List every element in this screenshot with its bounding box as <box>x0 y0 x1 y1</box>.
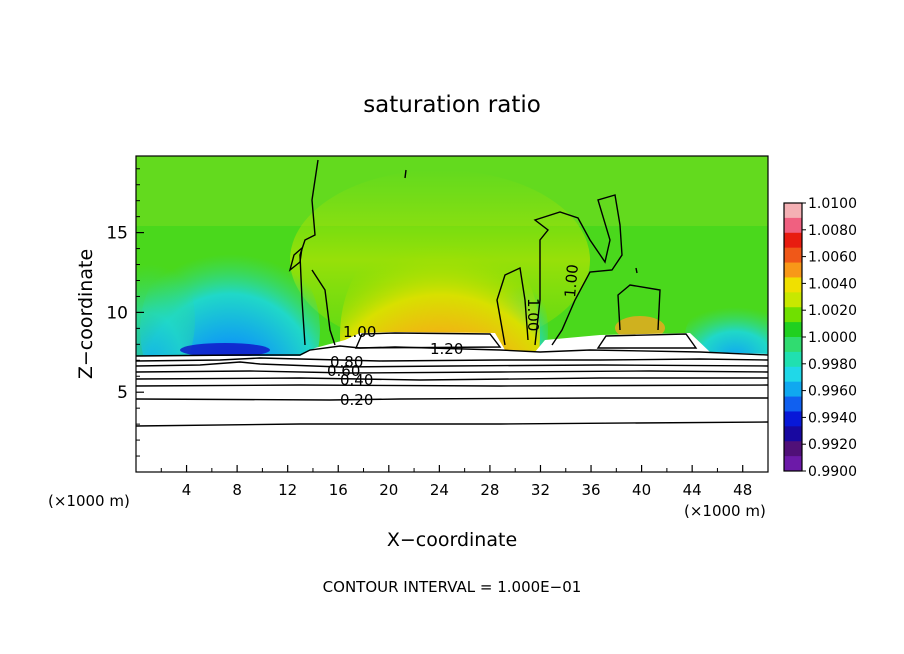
colorbar-label: 0.9920 <box>808 437 857 453</box>
colorbar-swatch <box>784 307 802 323</box>
colorbar-swatch <box>784 456 802 472</box>
x-tick-label: 24 <box>430 481 449 499</box>
colorbar-label: 1.0060 <box>808 250 857 266</box>
contour-label: 1.00 <box>343 323 376 341</box>
x-unit-left: (×1000 m) <box>48 492 130 510</box>
contour-label: 0.20 <box>340 391 373 409</box>
colorbar-swatch <box>784 381 802 398</box>
colorbar-label: 0.9900 <box>808 464 857 480</box>
colorbar-swatch <box>784 396 802 412</box>
colorbar-swatch <box>784 262 802 278</box>
colorbar-label: 1.0100 <box>808 196 857 212</box>
x-tick-label: 12 <box>278 481 297 499</box>
contour-label: 1.00 <box>561 264 582 299</box>
x-tick-label: 8 <box>232 481 242 499</box>
colorbar-swatch <box>784 351 802 368</box>
x-unit-right: (×1000 m) <box>684 502 766 520</box>
contour-labels: 1.00 1.20 1.00 1.00 0.80 0.60 0.40 0.20 <box>327 264 582 409</box>
x-axis: 4 8 12 16 20 24 28 32 36 40 44 48 <box>160 465 752 499</box>
colorbar-swatch <box>784 411 802 427</box>
deep-blue-streak <box>180 343 270 357</box>
colorbar-swatch <box>784 232 802 249</box>
contour-label: 0.40 <box>340 371 373 389</box>
colorbar-swatch <box>784 247 802 264</box>
colorbar-swatch <box>784 292 802 308</box>
x-axis-label: X−coordinate <box>387 529 517 551</box>
colorbar-label: 1.0020 <box>808 303 857 319</box>
y-axis-label: Z−coordinate <box>75 249 97 379</box>
contour-interval-note: CONTOUR INTERVAL = 1.000E−01 <box>323 578 582 596</box>
colorbar-swatch <box>784 203 802 219</box>
colorbar-label: 0.9960 <box>808 384 857 400</box>
colorbar-swatch <box>784 337 802 353</box>
colorbar-label: 1.0040 <box>808 276 857 292</box>
chart-title: saturation ratio <box>363 92 541 118</box>
plot-area: 1.00 1.20 1.00 1.00 0.80 0.60 0.40 0.20 <box>136 156 768 472</box>
plot-frame <box>135 155 769 473</box>
colorbar: 1.0100 1.0080 1.0060 1.0040 1.0020 1.0000 0.99… <box>783 196 857 480</box>
y-axis: 5 10 15 <box>106 168 144 457</box>
colorbar-label: 0.9940 <box>808 410 857 426</box>
x-tick-label: 28 <box>480 481 499 499</box>
colorbar-label: 1.0080 <box>808 223 857 239</box>
colorbar-swatch <box>784 366 802 383</box>
x-tick-label: 32 <box>531 481 550 499</box>
y-tick-label: 10 <box>106 303 128 323</box>
colorbar-label: 1.0000 <box>808 330 857 346</box>
colorbar-swatch <box>784 322 802 338</box>
white-lower-region <box>136 332 768 472</box>
x-tick-label: 4 <box>182 481 192 499</box>
colorbar-swatch <box>784 277 802 293</box>
colorbar-swatch <box>784 441 802 457</box>
x-tick-label: 44 <box>683 481 702 499</box>
x-tick-label: 20 <box>379 481 398 499</box>
x-tick-label: 16 <box>329 481 348 499</box>
x-tick-label: 40 <box>632 481 651 499</box>
y-tick-label: 5 <box>117 383 128 403</box>
contour-label: 0.60 <box>327 362 360 380</box>
colorbar-swatch <box>784 217 802 234</box>
x-tick-label: 36 <box>581 481 600 499</box>
contour-label: 1.20 <box>430 340 463 358</box>
colorbar-label: 0.9980 <box>808 357 857 373</box>
contour-label: 1.00 <box>524 298 542 331</box>
contour-label: 0.80 <box>330 353 363 371</box>
y-tick-label: 15 <box>106 224 128 244</box>
x-tick-label: 48 <box>733 481 752 499</box>
colorbar-swatch <box>784 426 802 442</box>
contour-lines <box>136 159 768 427</box>
